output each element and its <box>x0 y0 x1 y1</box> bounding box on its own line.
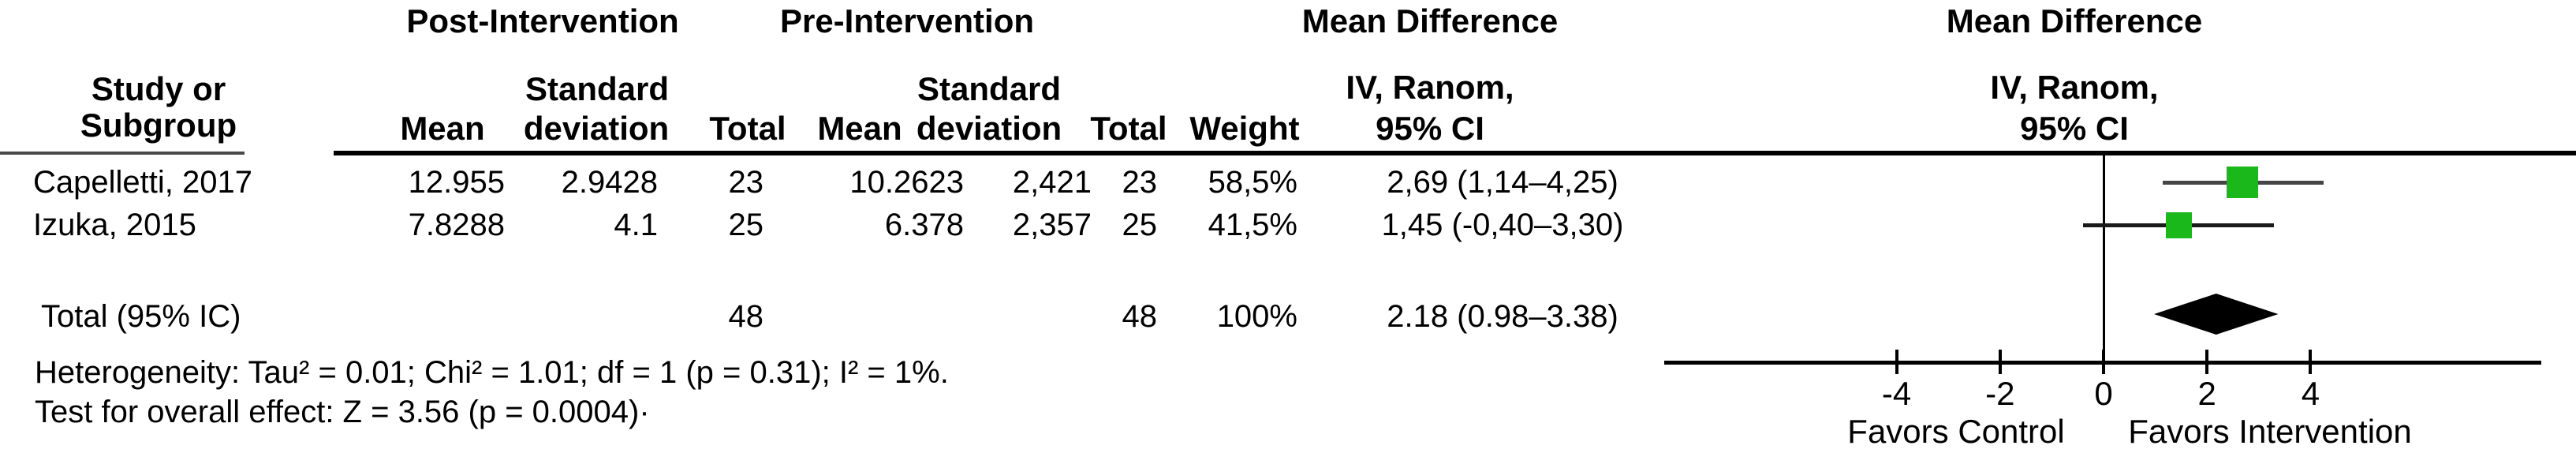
cell-sd-pre: 2,421 <box>1012 165 1092 200</box>
axis-tick <box>2102 350 2105 374</box>
cell-weight: 41,5% <box>1208 208 1297 242</box>
favors-intervention-label: Favors Intervention <box>2128 413 2412 450</box>
cell-study: Izuka, 2015 <box>33 208 196 242</box>
header-pre-intervention: Pre-Intervention <box>779 2 1035 39</box>
header-mean-difference-left: Mean Difference <box>1301 2 1559 39</box>
cell-md-ci: 2,69 (1,14–4,25) <box>1387 165 1618 200</box>
header-study-or-subgroup: Study or Subgroup <box>80 71 237 144</box>
cell-md-ci: 1,45 (-0,40–3,30) <box>1381 208 1624 242</box>
cell-mean-post: 12.955 <box>408 165 505 200</box>
tick-label: 2 <box>2197 375 2216 412</box>
overall-effect-note: Test for overall effect: Z = 3.56 (p = 0… <box>35 395 650 429</box>
cell-sd-pre: 2,357 <box>1012 208 1092 242</box>
header-iv-right-line1: IV, Ranom, <box>1990 69 2159 106</box>
study-marker <box>2227 167 2259 198</box>
header-mean-post: Mean <box>400 110 485 147</box>
cell-total-pre-sum: 48 <box>1122 299 1158 334</box>
axis-tick <box>1998 350 2002 374</box>
header-mean-pre: Mean <box>817 110 902 147</box>
cell-mean-pre: 6.378 <box>884 208 964 242</box>
header-study-line2: Subgroup <box>80 107 237 144</box>
header-total-post: Total <box>709 110 786 147</box>
tick-label: 4 <box>2301 375 2320 412</box>
axis-tick <box>1895 350 1898 374</box>
tick-label: -2 <box>1985 375 2015 412</box>
tick-label: 0 <box>2094 375 2113 412</box>
header-sd-post-line1: Standard <box>525 70 670 107</box>
tick-label: -4 <box>1881 375 1912 412</box>
cell-total-label: Total (95% IC) <box>41 299 241 334</box>
header-sd-post-line2: deviation <box>523 110 670 147</box>
cell-total-md-ci: 2.18 (0.98–3.38) <box>1387 299 1618 334</box>
cell-weight: 58,5% <box>1208 165 1297 200</box>
cell-study: Capelletti, 2017 <box>33 165 252 200</box>
zero-line <box>2102 155 2105 362</box>
header-rule-left <box>0 152 245 155</box>
cell-sd-post: 2.9428 <box>561 165 658 200</box>
header-study-line1: Study or <box>91 70 226 107</box>
cell-total-post-sum: 48 <box>728 299 764 334</box>
cell-sd-post: 4.1 <box>614 208 658 242</box>
cell-mean-post: 7.8288 <box>408 208 505 242</box>
header-iv-left-line1: IV, Ranom, <box>1346 69 1514 106</box>
header-sd-pre-line1: Standard <box>917 70 1062 107</box>
header-iv-right-line2: 95% CI <box>2020 110 2129 147</box>
cell-total-weight: 100% <box>1216 299 1297 334</box>
pooled-diamond <box>2154 294 2279 335</box>
header-total-pre: Total <box>1090 110 1167 147</box>
heterogeneity-note: Heterogeneity: Tau² = 0.01; Chi² = 1.01;… <box>35 355 949 390</box>
header-rule-right <box>334 151 2576 155</box>
study-marker <box>2165 212 2192 238</box>
header-sd-pre-line2: deviation <box>916 110 1062 147</box>
cell-total-post: 25 <box>728 208 764 242</box>
cell-total-post: 23 <box>728 165 764 200</box>
header-weight: Weight <box>1189 110 1300 147</box>
favors-control-label: Favors Control <box>1847 413 2065 450</box>
cell-total-pre: 25 <box>1122 208 1158 242</box>
header-mean-difference-right: Mean Difference <box>1946 2 2203 39</box>
axis-tick <box>2309 350 2313 374</box>
cell-mean-pre: 10.2623 <box>849 165 964 200</box>
header-iv-left-line2: 95% CI <box>1376 110 1484 147</box>
header-post-intervention: Post-Intervention <box>406 2 679 39</box>
cell-total-pre: 23 <box>1122 165 1158 200</box>
axis-tick <box>2205 350 2209 374</box>
